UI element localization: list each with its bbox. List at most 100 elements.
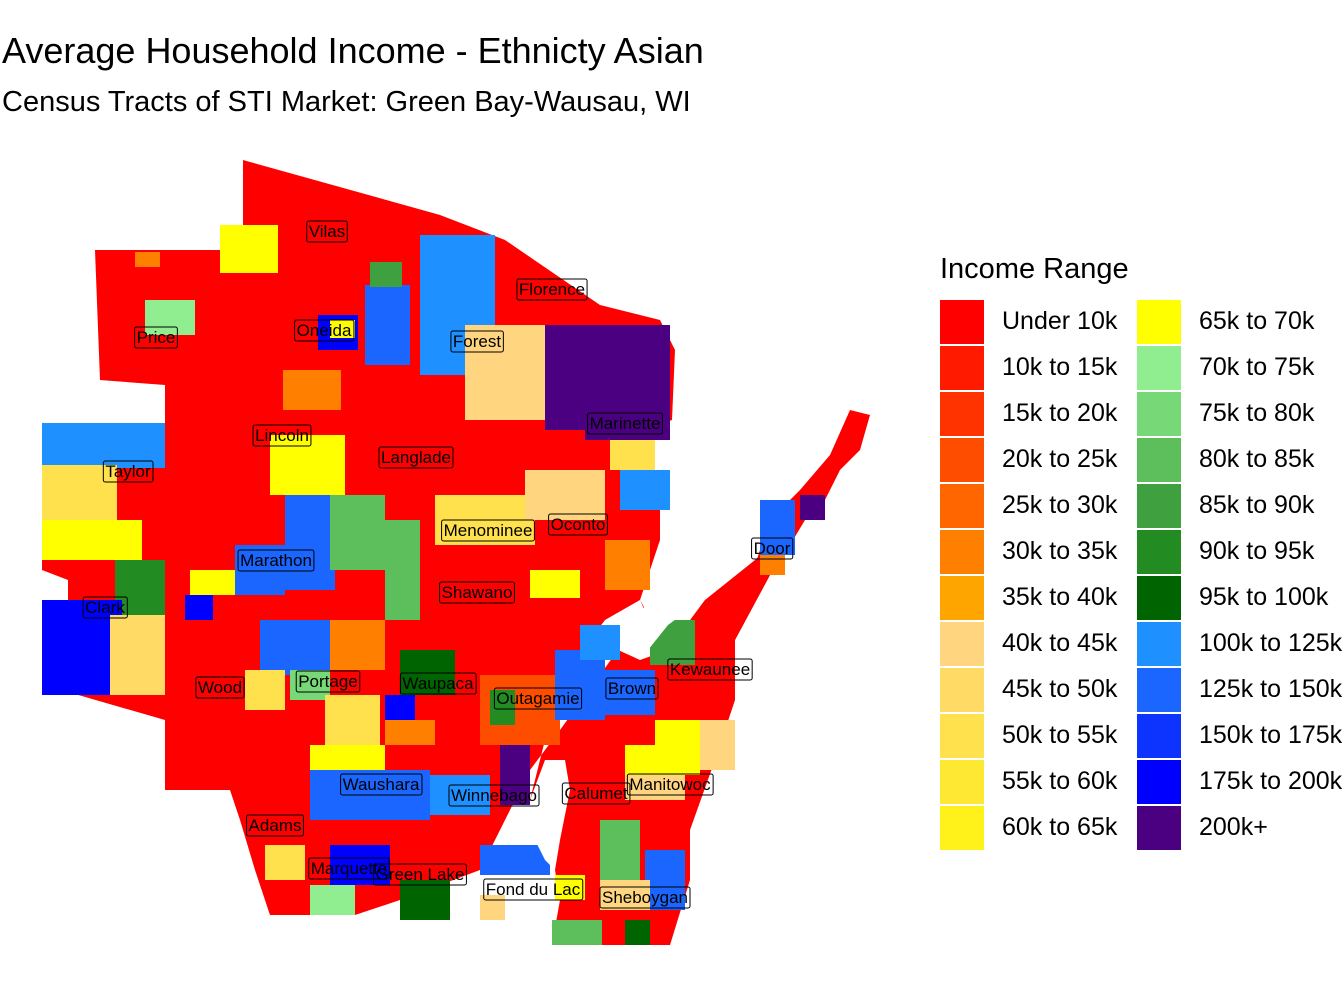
county-label: Adams bbox=[246, 814, 304, 837]
legend-swatch bbox=[940, 760, 984, 804]
legend-swatch bbox=[1137, 806, 1181, 850]
map-title: Average Household Income - Ethnicty Asia… bbox=[2, 30, 704, 71]
county-label-box bbox=[516, 278, 588, 301]
county-label: Wood bbox=[195, 676, 245, 699]
legend-swatch bbox=[940, 530, 984, 574]
county-label-text: Door bbox=[754, 539, 791, 558]
county-label-text: Fond du Lac bbox=[486, 880, 581, 899]
legend-label: 70k to 75k bbox=[1199, 353, 1315, 381]
county-label-text: Price bbox=[137, 328, 176, 347]
county-label-text: Winnebago bbox=[451, 786, 537, 805]
legend-swatch bbox=[1137, 530, 1181, 574]
county-label-box bbox=[605, 677, 659, 700]
county-label-box bbox=[378, 446, 454, 469]
county-label: Manitowoc bbox=[626, 773, 714, 796]
county-label-text: Oconto bbox=[551, 515, 606, 534]
legend-swatch bbox=[1137, 714, 1181, 758]
county-label-text: Clark bbox=[85, 598, 125, 617]
county-label-box bbox=[399, 672, 477, 695]
county-label-text: Langlade bbox=[381, 448, 451, 467]
county-label-text: Marquette bbox=[311, 859, 388, 878]
county-label-box bbox=[134, 326, 178, 349]
legend-label: 150k to 175k bbox=[1199, 721, 1343, 749]
county-label-text: Brown bbox=[608, 679, 656, 698]
legend-swatch bbox=[1137, 346, 1181, 390]
county-label: Lincoln bbox=[252, 424, 312, 447]
county-label-box bbox=[439, 581, 515, 604]
county-label-box bbox=[751, 537, 794, 560]
legend-label: 65k to 70k bbox=[1199, 307, 1315, 335]
county-label: Shawano bbox=[439, 581, 515, 604]
county-label-box bbox=[483, 878, 584, 901]
county-label: Taylor bbox=[102, 460, 154, 483]
county-label-text: Waupaca bbox=[402, 674, 474, 693]
legend-title: Income Range bbox=[940, 253, 1129, 285]
county-label-box bbox=[450, 330, 504, 353]
county-label: Door bbox=[751, 537, 794, 560]
county-label: Oconto bbox=[548, 513, 608, 536]
legend-swatch bbox=[1137, 622, 1181, 666]
legend-swatch bbox=[1137, 438, 1181, 482]
county-label: Langlade bbox=[378, 446, 454, 469]
county-label-box bbox=[587, 412, 663, 435]
county-label: Waupaca bbox=[399, 672, 477, 695]
county-label: Kewaunee bbox=[667, 658, 753, 681]
county-label: Winnebago bbox=[448, 784, 540, 807]
county-label-box bbox=[252, 424, 312, 447]
county-label-text: Sheboygan bbox=[602, 888, 688, 907]
legend-swatch bbox=[940, 346, 984, 390]
legend-swatch bbox=[940, 576, 984, 620]
county-label-box bbox=[295, 670, 361, 693]
county-label-text: Forest bbox=[453, 332, 501, 351]
county-label-box bbox=[246, 814, 304, 837]
county-label-text: Waushara bbox=[343, 775, 420, 794]
legend-swatch bbox=[1137, 760, 1181, 804]
county-label-text: Vilas bbox=[309, 222, 346, 241]
legend-swatch bbox=[1137, 576, 1181, 620]
legend-label: 55k to 60k bbox=[1002, 767, 1118, 795]
county-label-box bbox=[548, 513, 608, 536]
county-label: Florence bbox=[516, 278, 588, 301]
county-label: Sheboygan bbox=[599, 886, 691, 909]
county-label-box bbox=[599, 886, 691, 909]
legend-label: 175k to 200k bbox=[1199, 767, 1343, 795]
legend-swatch bbox=[940, 300, 984, 344]
legend-swatch bbox=[940, 392, 984, 436]
county-label-box bbox=[306, 220, 348, 243]
county-label-text: Kewaunee bbox=[670, 660, 750, 679]
county-labels: Vilas Florence Price Oneida Forest Marinette L… bbox=[82, 220, 794, 909]
county-label-text: Portage bbox=[298, 672, 358, 691]
county-label-text: Calumet bbox=[564, 784, 628, 803]
county-label: Portage bbox=[295, 670, 361, 693]
legend-swatch bbox=[940, 622, 984, 666]
map-subtitle: Census Tracts of STI Market: Green Bay-W… bbox=[2, 86, 691, 118]
legend-swatch bbox=[1137, 484, 1181, 528]
county-label-box bbox=[373, 863, 467, 886]
legend-label: 100k to 125k bbox=[1199, 629, 1343, 657]
legend-swatch bbox=[940, 438, 984, 482]
legend-label: Under 10k bbox=[1002, 307, 1118, 335]
county-label-box bbox=[626, 773, 714, 796]
county-label-text: Florence bbox=[519, 280, 585, 299]
county-label: Outagamie bbox=[493, 687, 583, 710]
county-label-text: Shawano bbox=[442, 583, 513, 602]
legend-label: 40k to 45k bbox=[1002, 629, 1118, 657]
legend-label: 95k to 100k bbox=[1199, 583, 1329, 611]
county-label: Vilas bbox=[306, 220, 348, 243]
legend-swatch bbox=[940, 668, 984, 712]
county-label-text: Manitowoc bbox=[629, 775, 711, 794]
county-label-box bbox=[82, 596, 128, 619]
county-label-box bbox=[441, 519, 535, 542]
county-label-box bbox=[294, 319, 355, 342]
legend-label: 15k to 20k bbox=[1002, 399, 1118, 427]
county-label: Forest bbox=[450, 330, 504, 353]
county-label-text: Oneida bbox=[297, 321, 352, 340]
legend-label: 200k+ bbox=[1199, 813, 1268, 841]
legend-swatch bbox=[1137, 300, 1181, 344]
county-label: Green Lake bbox=[373, 863, 467, 886]
county-label-box bbox=[493, 687, 583, 710]
county-label: Menominee bbox=[441, 519, 535, 542]
county-label-box bbox=[195, 676, 245, 699]
county-label-text: Menominee bbox=[444, 521, 533, 540]
county-label: Calumet bbox=[561, 782, 631, 805]
